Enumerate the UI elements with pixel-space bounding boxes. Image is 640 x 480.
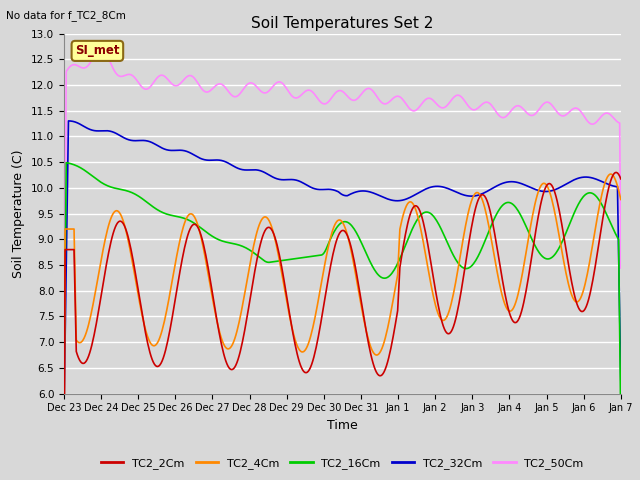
Title: Soil Temperatures Set 2: Soil Temperatures Set 2 — [252, 16, 433, 31]
Y-axis label: Soil Temperature (C): Soil Temperature (C) — [12, 149, 26, 278]
Text: No data for f_TC2_8Cm: No data for f_TC2_8Cm — [6, 10, 126, 21]
Legend: TC2_2Cm, TC2_4Cm, TC2_16Cm, TC2_32Cm, TC2_50Cm: TC2_2Cm, TC2_4Cm, TC2_16Cm, TC2_32Cm, TC… — [97, 453, 588, 473]
X-axis label: Time: Time — [327, 419, 358, 432]
Text: SI_met: SI_met — [75, 44, 120, 58]
